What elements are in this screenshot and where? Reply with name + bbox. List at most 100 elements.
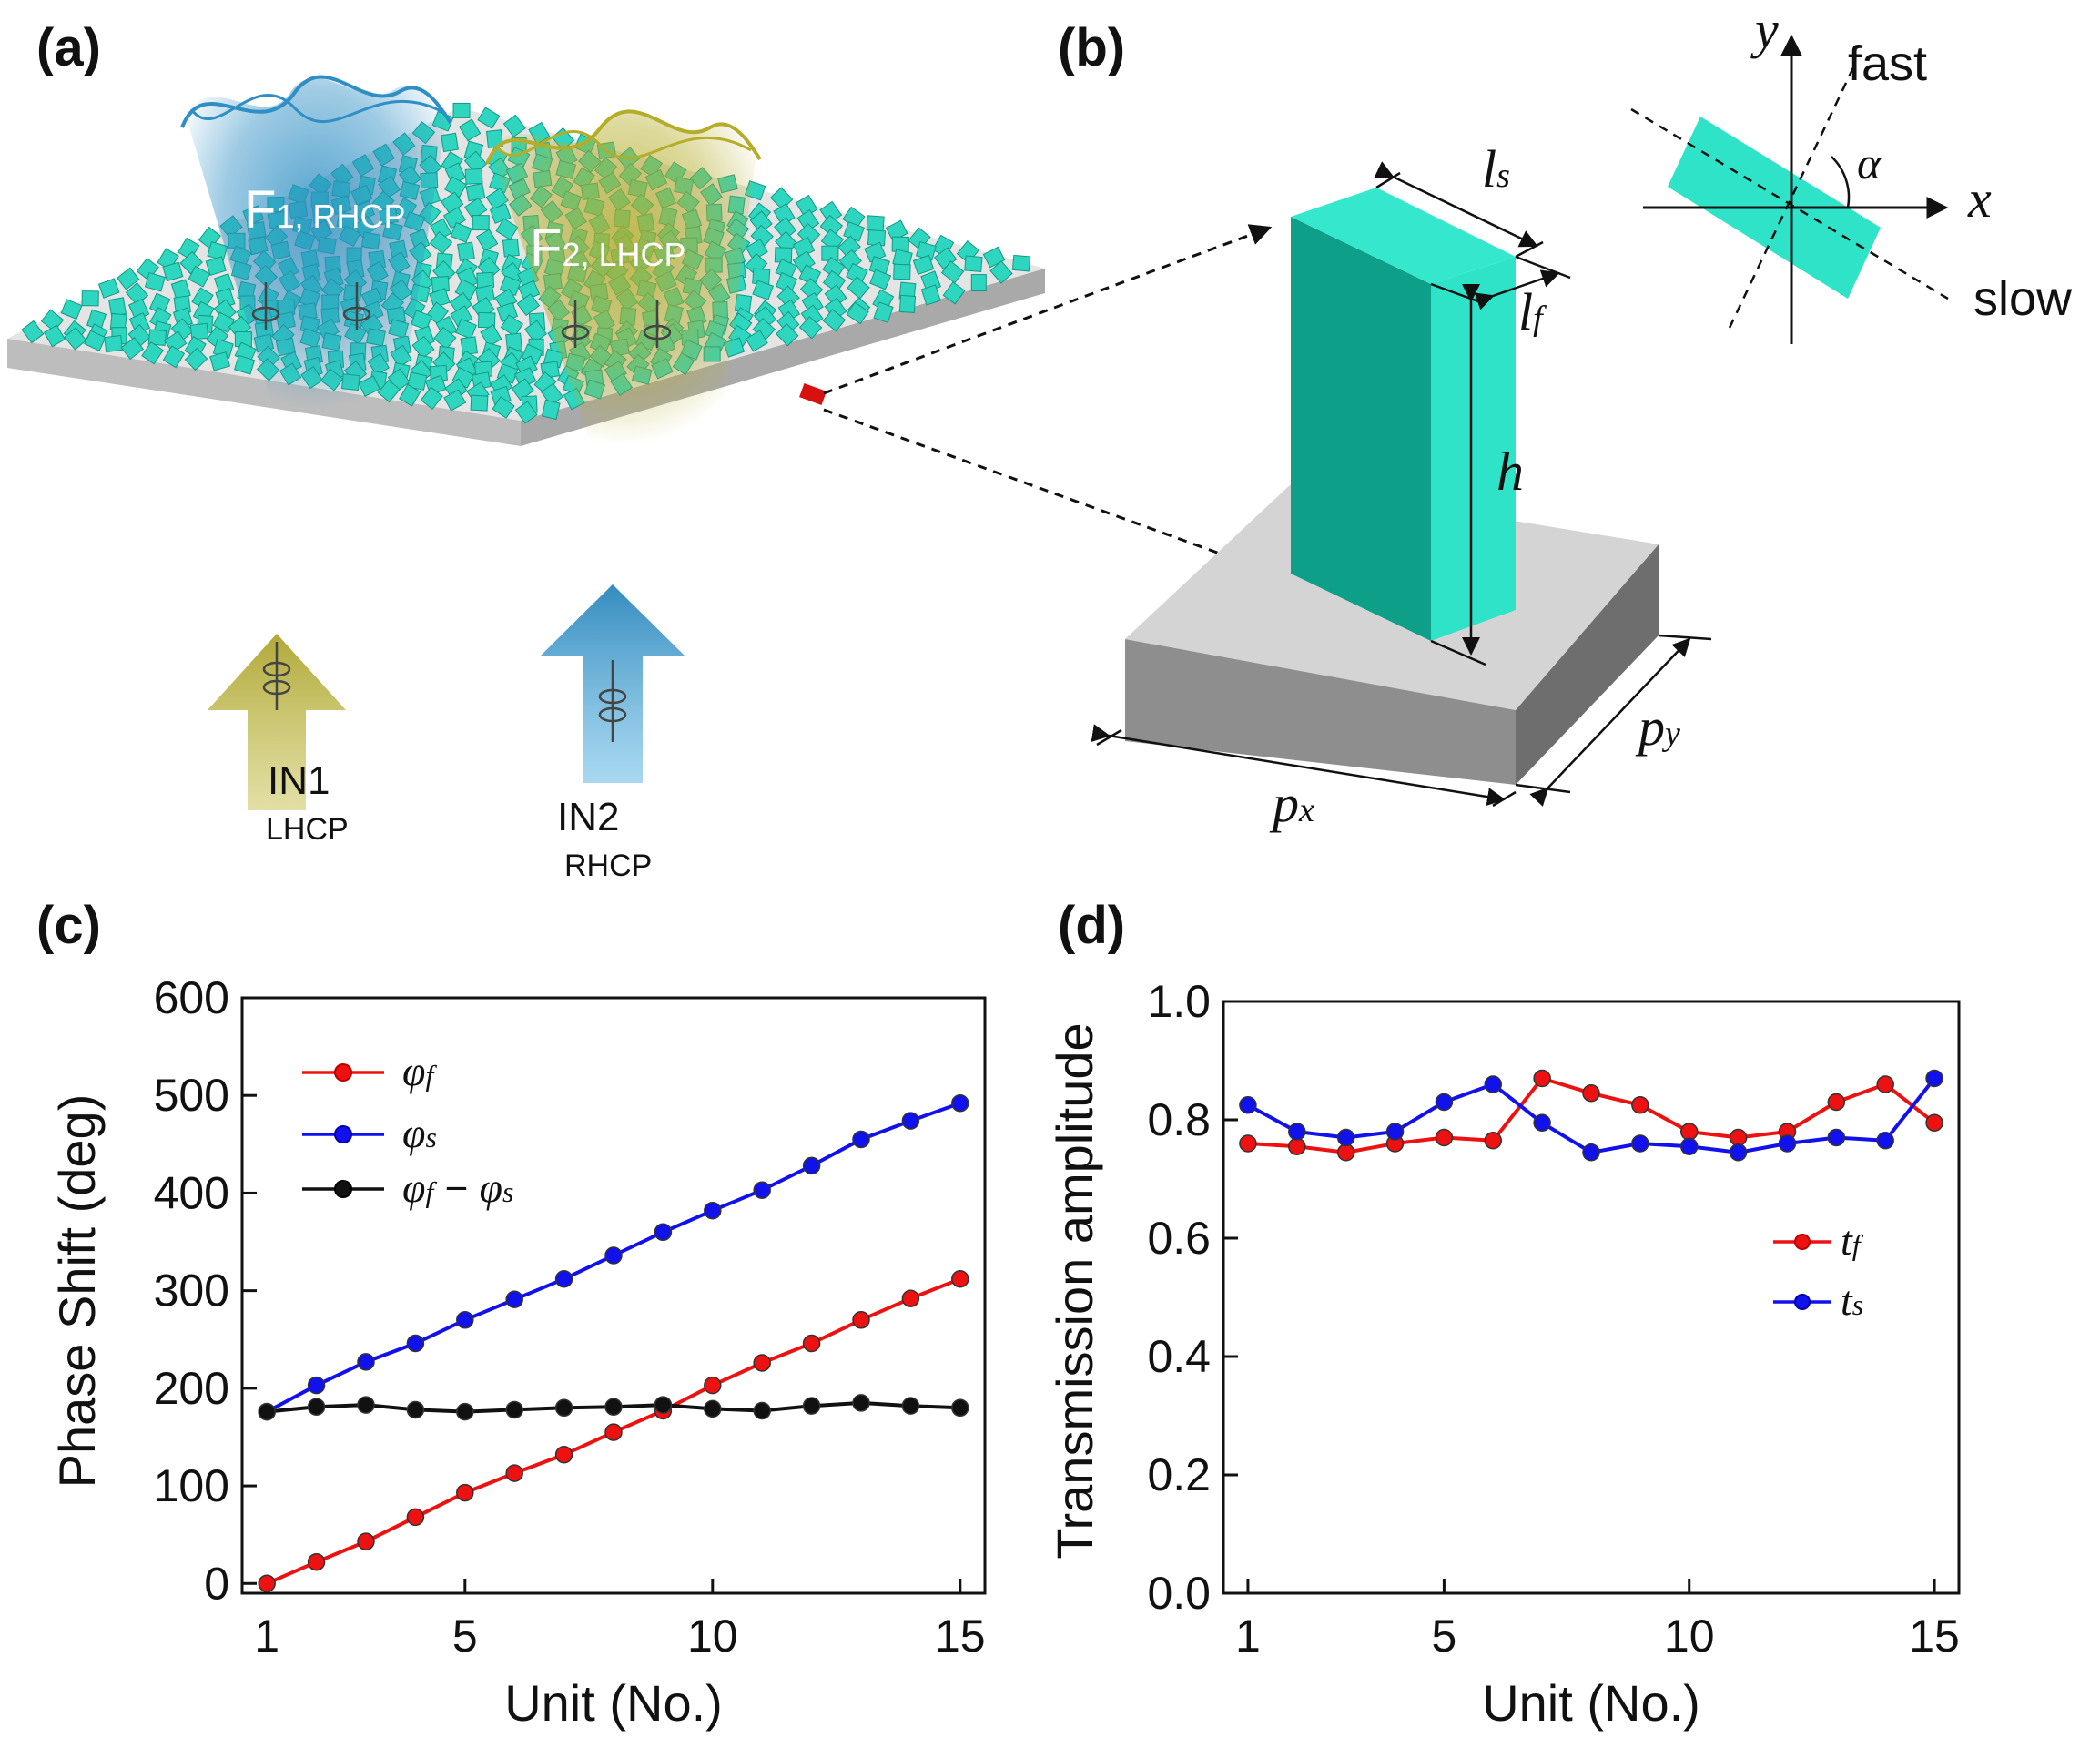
panel-label-c: (c) (36, 896, 101, 955)
metasurface-pillar (147, 329, 167, 346)
metasurface-pillar (108, 297, 127, 317)
highlighted-unit-cell (799, 383, 827, 405)
data-point (951, 1094, 969, 1113)
metasurface-pillar (798, 264, 822, 287)
metasurface-pillar (162, 345, 186, 369)
chart-d-y-ticks: 0.0 0.2 0.4 0.6 0.8 1.0 (1147, 976, 1238, 1619)
spiral-icon (251, 282, 371, 330)
axis-inset (1630, 34, 1949, 344)
x-tick-label: 15 (935, 1611, 986, 1662)
metasurface-pillar (502, 114, 526, 138)
chart-c-y-ticks: 0 100 200 300 400 500 600 (154, 972, 257, 1609)
focus-beam-1 (180, 75, 452, 410)
data-point (1582, 1143, 1600, 1162)
y-tick-label: 0.4 (1147, 1331, 1211, 1382)
metasurface-pillar (457, 241, 475, 261)
metasurface-pillar (769, 187, 794, 210)
metasurface-pillar (819, 200, 843, 225)
data-point (1729, 1143, 1748, 1162)
data-point (1336, 1128, 1355, 1147)
dim-lf: lf (1518, 282, 1547, 341)
panel-a: (a) F1, RHCP (7, 18, 1045, 883)
metasurface-pillar (1011, 254, 1031, 272)
x-tick-label: 1 (254, 1611, 279, 1662)
data-point (1484, 1132, 1503, 1150)
data-point (802, 1397, 821, 1415)
data-point (951, 1270, 969, 1288)
data-point (654, 1396, 673, 1414)
metasurface-pillar (60, 299, 83, 320)
metasurface-pillar (429, 230, 453, 255)
metasurface-pillar (407, 371, 428, 391)
data-point (852, 1394, 870, 1412)
metasurface-pillar (970, 274, 987, 292)
chart-d-frame (1222, 1000, 1961, 1595)
metasurface-pillar (485, 188, 509, 210)
data-point (604, 1246, 623, 1265)
chart-d-series (1239, 1069, 1943, 1162)
x-tick-label: 1 (1235, 1611, 1261, 1662)
input-arrow-2 (541, 584, 685, 783)
metasurface-pillar (822, 309, 847, 332)
data-point (901, 1397, 920, 1415)
y-tick-label: 0.8 (1147, 1094, 1211, 1145)
metasurface-pillar (458, 118, 482, 142)
metasurface-pillar (450, 221, 472, 243)
metasurface-pillar (81, 290, 99, 307)
data-point (901, 1289, 920, 1307)
inset-y-label: y (1750, 0, 1779, 59)
data-point (1729, 1128, 1748, 1147)
y-tick-label: 0.0 (1147, 1568, 1211, 1619)
legend-item-ts: ts (1773, 1277, 1863, 1324)
data-point (406, 1334, 425, 1353)
metasurface-pillar (502, 238, 520, 258)
metasurface-pillar (776, 322, 799, 347)
metasurface-pillar (188, 265, 211, 288)
y-tick-label: 400 (154, 1167, 229, 1218)
svg-text:φs: φs (402, 1110, 437, 1156)
metasurface-pillar (144, 271, 166, 292)
data-point (1679, 1123, 1699, 1141)
zoom-line-bottom (823, 408, 1273, 575)
metasurface-pillar (745, 239, 768, 261)
metasurface-pillar (141, 341, 164, 365)
dim-ls: ls (1482, 139, 1510, 198)
data-point (406, 1400, 425, 1419)
data-point (753, 1181, 771, 1199)
metasurface-pillar (749, 210, 773, 234)
data-point (604, 1423, 623, 1441)
metasurface-pillar (164, 330, 188, 354)
data-point (1435, 1093, 1454, 1112)
metasurface-pillar (847, 276, 870, 300)
dim-px: px (1269, 774, 1314, 833)
metasurface-pillar (541, 382, 563, 406)
data-point (1876, 1075, 1894, 1093)
metasurface-front (7, 339, 521, 446)
metasurface-pillar (776, 285, 800, 309)
input-arrow-1 (208, 634, 346, 810)
input-2-name: IN2 (557, 795, 619, 839)
y-tick-label: 0.6 (1147, 1213, 1211, 1264)
chart-d-legend: tf ts (1773, 1217, 1864, 1324)
svg-text:tf: tf (1841, 1217, 1864, 1264)
metasurface-pillar (500, 314, 523, 337)
data-point (604, 1398, 623, 1416)
metasurface-pillar (516, 293, 541, 317)
panel-b: (b) (823, 0, 2073, 833)
metasurface-pillar (205, 256, 227, 277)
data-point (704, 1399, 722, 1418)
y-tick-label: 100 (154, 1460, 229, 1511)
metasurface-pillar (184, 347, 208, 371)
data-point (802, 1156, 821, 1175)
metasurface-pillar (475, 229, 499, 252)
panel-label-d: (d) (1058, 896, 1125, 955)
metasurface-pillar (189, 322, 209, 340)
dimension-lines (1091, 161, 1712, 808)
spiral-icon (598, 660, 627, 742)
metasurface-pillar (869, 269, 892, 290)
metasurface-pillar (819, 214, 844, 238)
data-point (1631, 1134, 1649, 1153)
metasurface-pillar (454, 318, 477, 340)
data-point (307, 1552, 326, 1571)
